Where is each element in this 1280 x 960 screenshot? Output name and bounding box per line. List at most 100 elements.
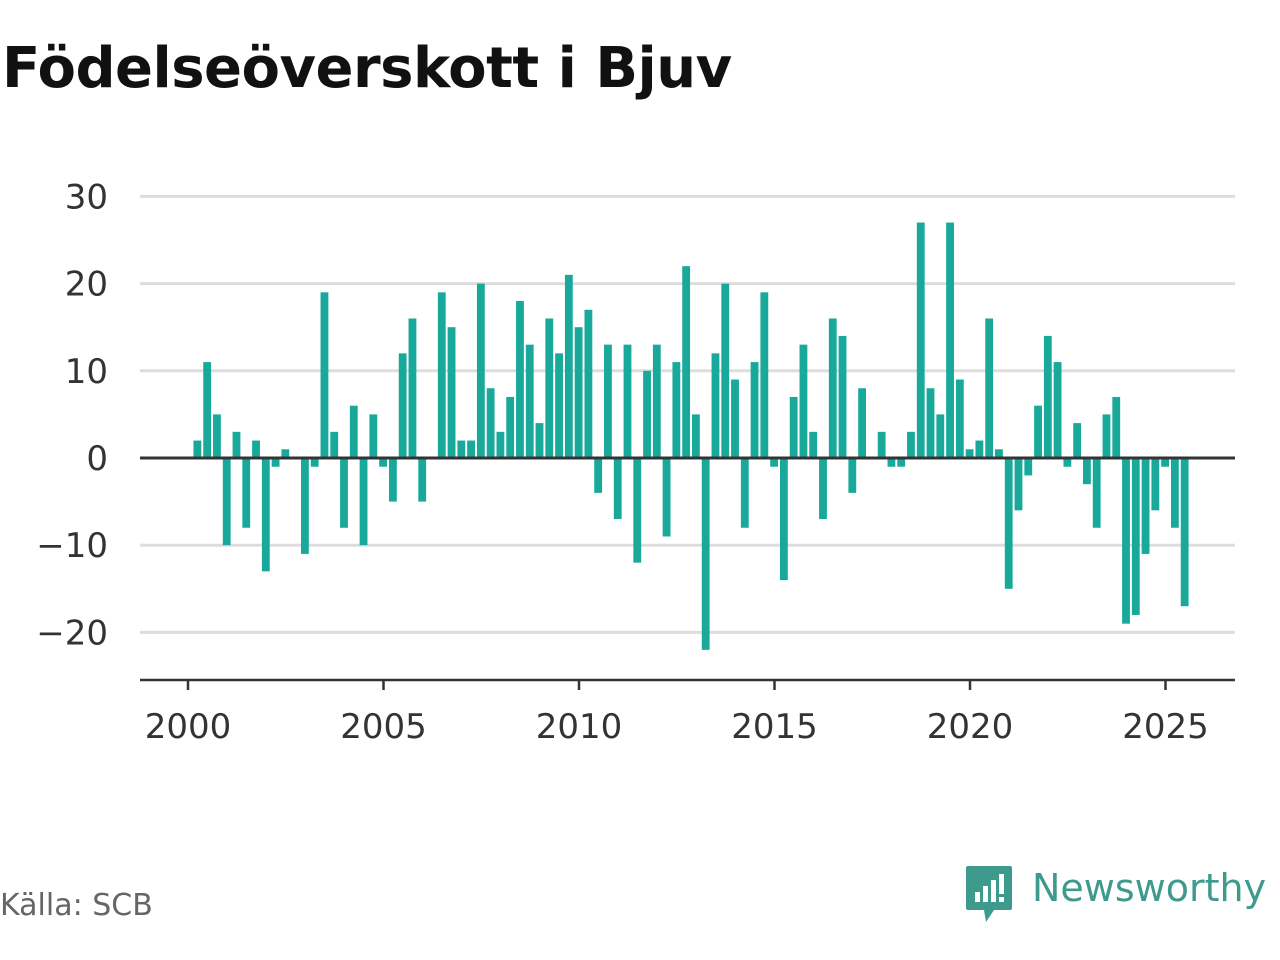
bar	[643, 370, 651, 458]
bar	[408, 318, 417, 458]
bar	[965, 449, 974, 458]
bar	[750, 362, 759, 458]
bar	[252, 440, 260, 458]
bar	[779, 458, 788, 581]
bar	[789, 396, 798, 458]
source-label: Källa: SCB	[0, 888, 153, 923]
bar	[564, 274, 573, 458]
bar	[1043, 335, 1052, 458]
bar	[535, 423, 544, 458]
y-tick-label: −20	[36, 613, 108, 653]
bar	[1092, 458, 1101, 528]
bar	[437, 292, 446, 458]
bar	[848, 458, 857, 493]
bar	[574, 327, 583, 458]
y-tick-label: −10	[36, 526, 108, 566]
bar	[887, 458, 896, 467]
bar	[242, 458, 251, 528]
chart-title: Födelseöverskott i Bjuv	[2, 36, 732, 101]
bar	[1102, 414, 1111, 458]
bar	[975, 440, 984, 458]
x-tick-label: 2015	[731, 707, 818, 747]
bar	[516, 301, 524, 458]
bar	[828, 318, 837, 458]
bar	[1024, 458, 1033, 476]
bar	[1141, 458, 1150, 554]
bar	[1161, 458, 1170, 467]
bar	[701, 458, 710, 650]
bar	[594, 458, 603, 493]
bar	[398, 353, 407, 458]
bar	[760, 292, 769, 458]
bar	[271, 458, 280, 467]
bar	[301, 458, 309, 554]
newsworthy-brand[interactable]: Newsworthy	[964, 864, 1266, 928]
bar	[1034, 405, 1042, 458]
bar	[232, 431, 241, 458]
bar	[447, 327, 456, 458]
bar	[203, 362, 212, 458]
y-tick-label: 10	[65, 352, 108, 392]
bar	[731, 379, 739, 458]
bar	[213, 414, 221, 458]
bar	[877, 431, 886, 458]
y-tick-label: 20	[65, 265, 108, 305]
bar	[985, 318, 994, 458]
bar	[1122, 458, 1130, 624]
bar	[936, 414, 945, 458]
bar	[799, 344, 808, 458]
bar	[418, 458, 427, 502]
bar	[310, 458, 319, 467]
bar	[1112, 396, 1121, 458]
bar	[330, 431, 339, 458]
bar	[457, 440, 466, 458]
bar	[692, 414, 700, 458]
bar	[897, 458, 906, 467]
bar	[193, 440, 202, 458]
bar	[496, 431, 505, 458]
bar	[652, 344, 661, 458]
bar	[584, 309, 593, 458]
bar	[623, 344, 632, 458]
bar	[1151, 458, 1160, 511]
bar	[907, 431, 915, 458]
bar	[1180, 458, 1189, 607]
bar	[711, 353, 720, 458]
y-axis-labels: 30 20 10 0 −10 −20	[36, 177, 108, 653]
bar	[281, 449, 290, 458]
bar	[222, 458, 231, 546]
bar	[1014, 458, 1023, 511]
bar	[349, 405, 358, 458]
bar	[506, 396, 515, 458]
bar	[770, 458, 779, 467]
bar	[369, 414, 378, 458]
bar	[926, 388, 935, 458]
bar	[1053, 362, 1062, 458]
bar	[858, 388, 866, 458]
bar	[1170, 458, 1179, 528]
brand-name: Newsworthy	[1032, 866, 1267, 910]
bar	[555, 353, 563, 458]
bar	[1004, 458, 1013, 589]
bar	[467, 440, 475, 458]
bar	[672, 362, 681, 458]
axes	[140, 456, 1235, 690]
bar	[359, 458, 368, 546]
bar	[946, 222, 954, 458]
bar	[838, 335, 847, 458]
bar	[1083, 458, 1091, 485]
bar	[1073, 423, 1082, 458]
y-tick-label: 30	[65, 177, 108, 217]
bar	[740, 458, 749, 528]
bar	[1131, 458, 1140, 615]
bar	[261, 458, 270, 572]
newsworthy-logo-icon	[966, 866, 1012, 922]
bar	[1063, 458, 1072, 467]
x-axis-labels: 2000 2005 2010 2015 2020 2025	[145, 707, 1209, 747]
bar	[388, 458, 397, 502]
bar	[476, 283, 485, 458]
x-tick-label: 2010	[536, 707, 623, 747]
bars	[193, 222, 1189, 650]
bar	[320, 292, 329, 458]
bar	[525, 344, 534, 458]
